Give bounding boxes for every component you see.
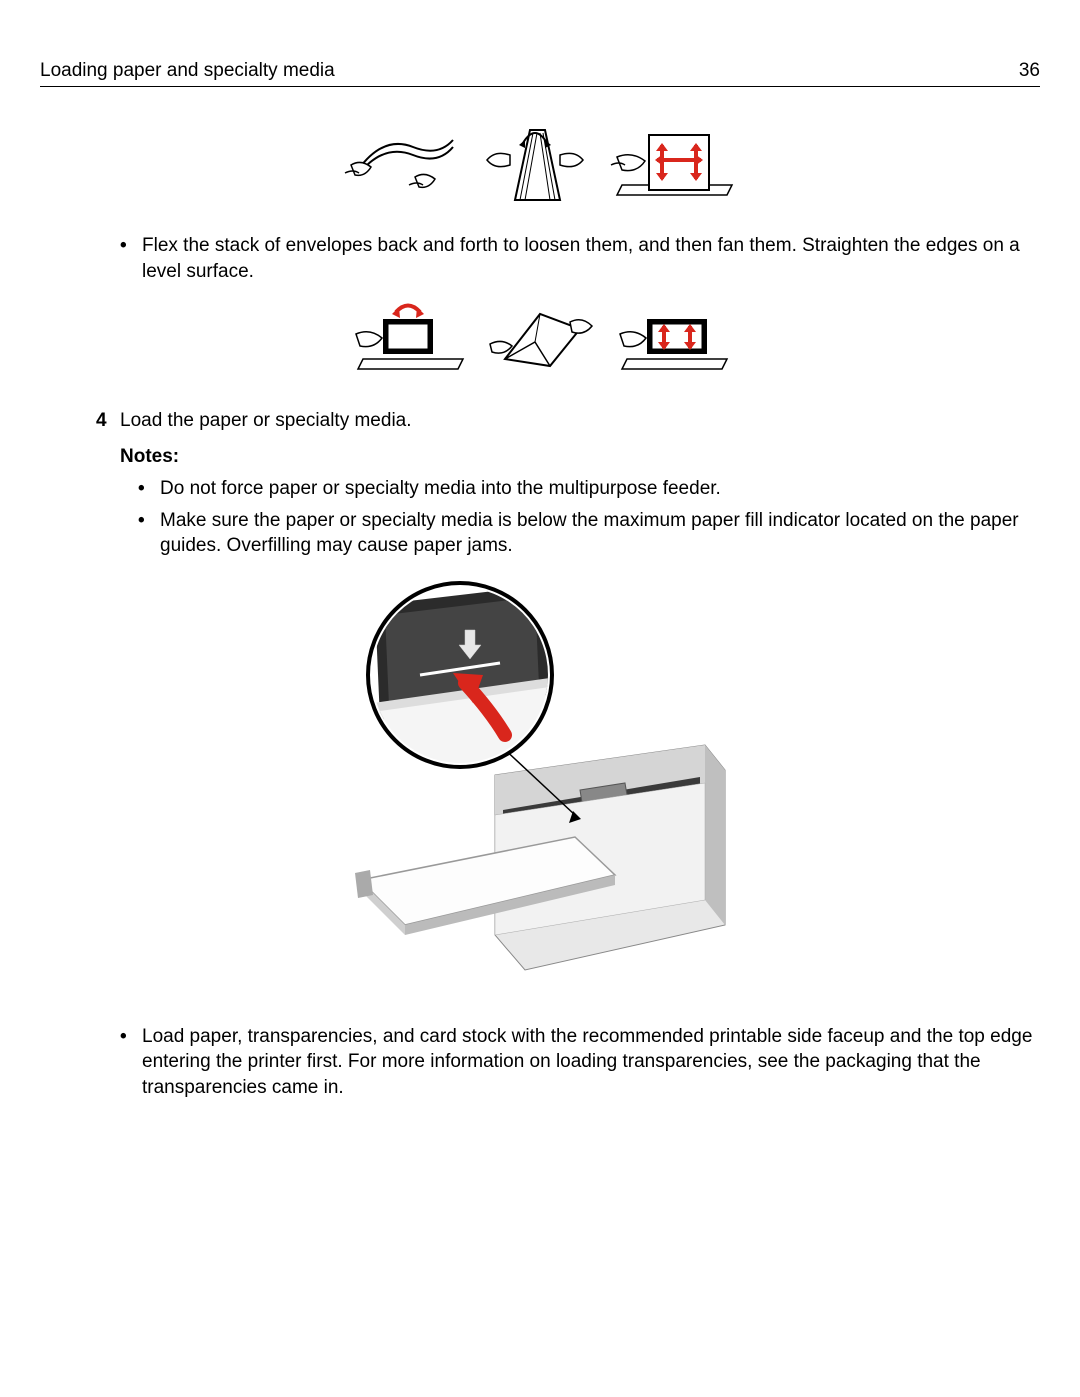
illus-flex-envelopes — [348, 294, 468, 379]
bullet-list-top: Flex the stack of envelopes back and for… — [40, 233, 1040, 284]
bullet-envelopes: Flex the stack of envelopes back and for… — [118, 233, 1040, 284]
notes-list: Do not force paper or specialty media in… — [40, 476, 1040, 559]
illustration-printer — [40, 575, 1040, 1000]
illus-fan-paper — [475, 115, 595, 210]
notes-heading: Notes: — [120, 446, 1040, 468]
step-4: 4 Load the paper or specialty media. — [40, 408, 1040, 434]
illustration-row-envelopes — [40, 294, 1040, 384]
illus-straighten-envelopes — [612, 294, 732, 379]
note-2: Make sure the paper or specialty media i… — [136, 508, 1040, 559]
illustration-row-paper — [40, 115, 1040, 215]
bullet-list-bottom: Load paper, transparencies, and card sto… — [40, 1024, 1040, 1101]
page-number: 36 — [1019, 60, 1040, 82]
page-content: Loading paper and specialty media 36 — [0, 0, 1080, 1147]
printer-svg — [325, 575, 755, 995]
bullet-load-paper: Load paper, transparencies, and card sto… — [118, 1024, 1040, 1101]
page-header: Loading paper and specialty media 36 — [40, 60, 1040, 87]
header-title: Loading paper and specialty media — [40, 60, 335, 82]
illus-straighten-paper — [607, 115, 737, 210]
step-number: 4 — [96, 408, 107, 434]
note-1: Do not force paper or specialty media in… — [136, 476, 1040, 502]
step-text: Load the paper or specialty media. — [120, 410, 412, 431]
illus-fan-envelopes — [480, 294, 600, 379]
illus-flex-paper — [343, 115, 463, 210]
